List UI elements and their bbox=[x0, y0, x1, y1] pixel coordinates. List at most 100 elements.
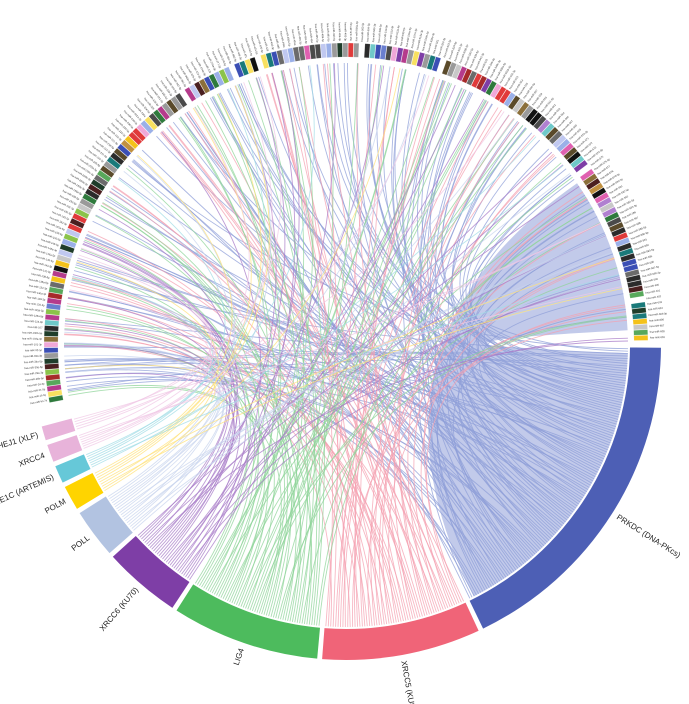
mirna-arc-segment bbox=[630, 301, 646, 309]
mirna-label: hsa-miR-526b-5p bbox=[458, 43, 469, 64]
mirna-label: hsa-miR-604 bbox=[648, 306, 664, 312]
mirna-arcs bbox=[43, 42, 649, 403]
mirna-label: hsa-miR-595 bbox=[637, 254, 653, 262]
mirna-label: hsa-miR-516a-3p bbox=[404, 26, 412, 47]
mirna-arc-segment bbox=[516, 101, 530, 117]
gene-label-lig4: LIG4 bbox=[232, 647, 246, 667]
chord-link bbox=[64, 323, 228, 538]
chord-link bbox=[162, 130, 456, 606]
mirna-arc-segment bbox=[480, 78, 493, 93]
gene-arc-xrcc6 bbox=[112, 535, 190, 608]
chord-link bbox=[452, 308, 626, 568]
mirna-arc-segment bbox=[166, 99, 179, 114]
mirna-arc-segment bbox=[364, 43, 371, 59]
chord-link bbox=[64, 364, 216, 485]
chord-link bbox=[133, 173, 571, 531]
mirna-arc-segment bbox=[148, 112, 162, 128]
mirna-arc-segment bbox=[265, 52, 275, 68]
chord-link bbox=[81, 247, 215, 449]
chord-link bbox=[169, 124, 465, 602]
mirna-arc-segment bbox=[451, 64, 462, 80]
chord-link bbox=[63, 345, 332, 627]
mirna-arc-segment bbox=[48, 395, 64, 403]
mirna-label: hsa-miR-510-5p bbox=[382, 24, 388, 44]
gene-arc-xrcc5 bbox=[322, 602, 479, 660]
chord-link bbox=[477, 247, 611, 444]
mirna-arc-segment bbox=[632, 318, 648, 325]
mirna-arc-segment bbox=[63, 233, 79, 244]
mirna-label: hsa-miR-521 bbox=[432, 39, 440, 55]
mirna-arc-segment bbox=[51, 270, 68, 279]
mirna-label: hsa-miR-577 bbox=[596, 164, 611, 176]
mirna-label: hsa-miR-429 bbox=[262, 36, 270, 52]
chord-link bbox=[126, 118, 515, 524]
chord-link bbox=[113, 74, 427, 506]
chord-link bbox=[422, 114, 510, 587]
mirna-label: hsa-miR-421 bbox=[240, 43, 249, 59]
mirna-label: hsa-miR-379-5p bbox=[216, 48, 227, 67]
mirna-label: hsa-miR-520a-3p bbox=[426, 32, 435, 53]
mirna-arc-segment bbox=[213, 71, 225, 87]
chord-link bbox=[467, 199, 591, 486]
mirna-label: hsa-miR-433-3p bbox=[267, 31, 275, 51]
mirna-label: hsa-miR-506-3p bbox=[371, 23, 377, 42]
chord-link bbox=[407, 153, 554, 614]
mirna-arc-segment bbox=[44, 330, 59, 337]
mirna-arc-segment bbox=[624, 269, 640, 278]
mirna-arc-segment bbox=[537, 119, 551, 134]
mirna-label: hsa-miR-523-3p bbox=[442, 38, 452, 57]
chord-link bbox=[89, 165, 564, 464]
mirna-label: hsa-miR-593-5p bbox=[636, 247, 655, 256]
mirna-arc-segment bbox=[548, 130, 563, 145]
chord-link bbox=[430, 174, 572, 592]
chord-link bbox=[342, 118, 515, 627]
mirna-arc-segment bbox=[582, 173, 598, 186]
mirna-arc-segment bbox=[44, 325, 59, 332]
mirna-arc-segment bbox=[456, 66, 468, 82]
mirna-arc-segment bbox=[113, 147, 128, 162]
chord-link bbox=[388, 311, 627, 623]
chord-link bbox=[79, 286, 622, 439]
mirna-arc-segment bbox=[616, 242, 632, 253]
chord-link bbox=[84, 237, 404, 622]
mirna-arc-segment bbox=[303, 45, 311, 60]
mirna-label: hsa-miR-608 bbox=[650, 329, 666, 334]
chord-link bbox=[165, 278, 621, 563]
chord-link bbox=[436, 232, 605, 590]
chord-link bbox=[65, 318, 409, 621]
mirna-label: hsa-miR-149-5p bbox=[41, 237, 60, 247]
mirna-arc-segment bbox=[53, 265, 69, 274]
mirna-arc-segment bbox=[110, 152, 125, 166]
mirna-label: hsa-miR-493-5p bbox=[332, 23, 337, 42]
chord-link bbox=[213, 95, 281, 595]
mirna-label: hsa-miR-409-3p bbox=[233, 41, 243, 60]
chord-link bbox=[122, 235, 607, 518]
mirna-arc-segment bbox=[627, 279, 643, 288]
chord-link bbox=[289, 68, 621, 411]
mirna-arc-segment bbox=[606, 216, 622, 228]
chord-link bbox=[137, 186, 580, 536]
chord-link bbox=[161, 131, 262, 579]
mirna-arc-segment bbox=[87, 183, 103, 196]
mirna-arc-segment bbox=[599, 201, 615, 214]
gene-label-nhej1: NHEJ1 (XLF) bbox=[0, 430, 39, 452]
mirna-arc-segment bbox=[218, 68, 230, 84]
chord-link bbox=[469, 210, 595, 484]
mirna-arc-segment bbox=[621, 258, 637, 268]
mirna-label: hsa-miR-553 bbox=[508, 75, 520, 90]
chord-link bbox=[280, 207, 593, 620]
mirna-label: hsa-miR-381-3p bbox=[222, 46, 233, 65]
chord-link bbox=[65, 367, 219, 502]
chord-link bbox=[226, 89, 603, 464]
chord-link bbox=[420, 258, 615, 608]
chord-link bbox=[459, 139, 623, 401]
mirna-arc-segment bbox=[179, 89, 192, 105]
mirna-label: hsa-miR-186-5p bbox=[54, 204, 73, 216]
mirna-arc-segment bbox=[436, 58, 447, 74]
mirna-arc-segment bbox=[54, 259, 70, 269]
mirna-arc-segment bbox=[46, 384, 62, 392]
mirna-arc-segment bbox=[45, 374, 61, 381]
chord-link bbox=[96, 107, 252, 479]
mirna-arc-segment bbox=[44, 352, 59, 359]
